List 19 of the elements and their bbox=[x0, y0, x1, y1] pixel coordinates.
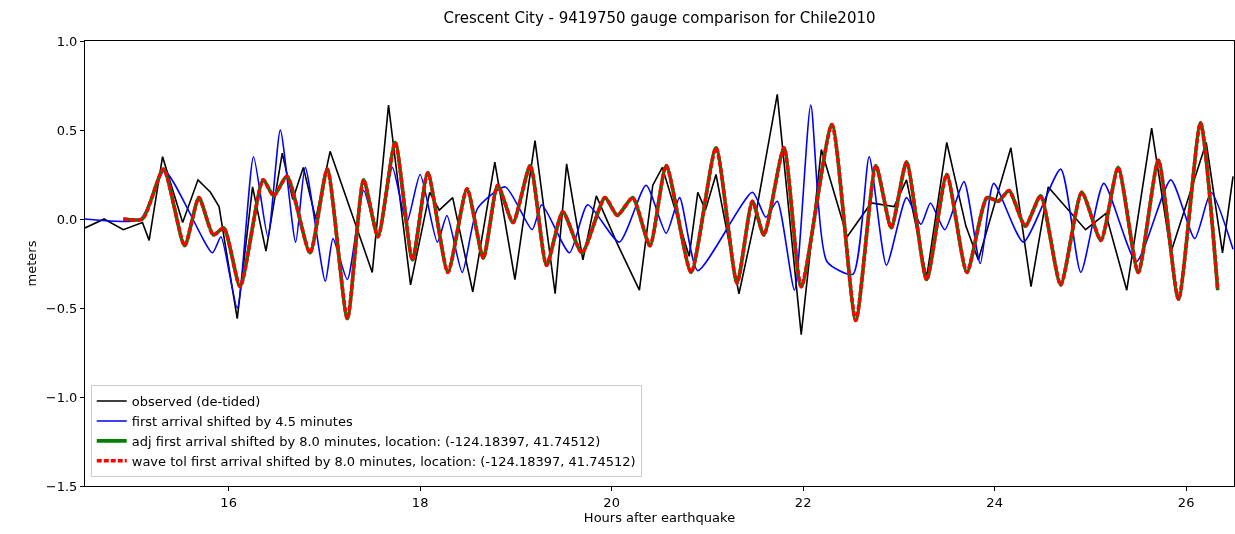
legend-label: first arrival shifted by 4.5 minutes bbox=[131, 414, 353, 430]
legend-label: adj first arrival shifted by 8.0 minutes, location: (-124.18397, 41.74512) bbox=[131, 433, 601, 449]
y-tick-label: 0.5 bbox=[56, 122, 78, 138]
x-tick-label: 26 bbox=[1177, 494, 1195, 510]
y-axis-title: meters bbox=[23, 240, 39, 287]
legend-label: wave tol first arrival shifted by 8.0 minutes, location: (-124.18397, 41.74512) bbox=[131, 453, 636, 469]
x-tick-label: 16 bbox=[220, 494, 237, 510]
x-axis-title: Hours after earthquake bbox=[583, 510, 736, 526]
x-tick-label: 18 bbox=[411, 494, 429, 510]
x-tick-label: 22 bbox=[794, 494, 812, 510]
y-tick-label: −1.5 bbox=[45, 478, 78, 494]
y-tick-label: −1.0 bbox=[45, 389, 78, 405]
legend-label: observed (de-tided) bbox=[131, 394, 261, 410]
y-tick-label: −0.5 bbox=[45, 300, 78, 316]
y-tick-label: 1.0 bbox=[56, 33, 78, 49]
x-tick-label: 20 bbox=[603, 494, 620, 510]
chart-title: Crescent City - 9419750 gauge comparison for Chile2010 bbox=[443, 8, 876, 27]
y-tick-label: 0.0 bbox=[56, 211, 78, 227]
x-tick-label: 24 bbox=[986, 494, 1003, 510]
